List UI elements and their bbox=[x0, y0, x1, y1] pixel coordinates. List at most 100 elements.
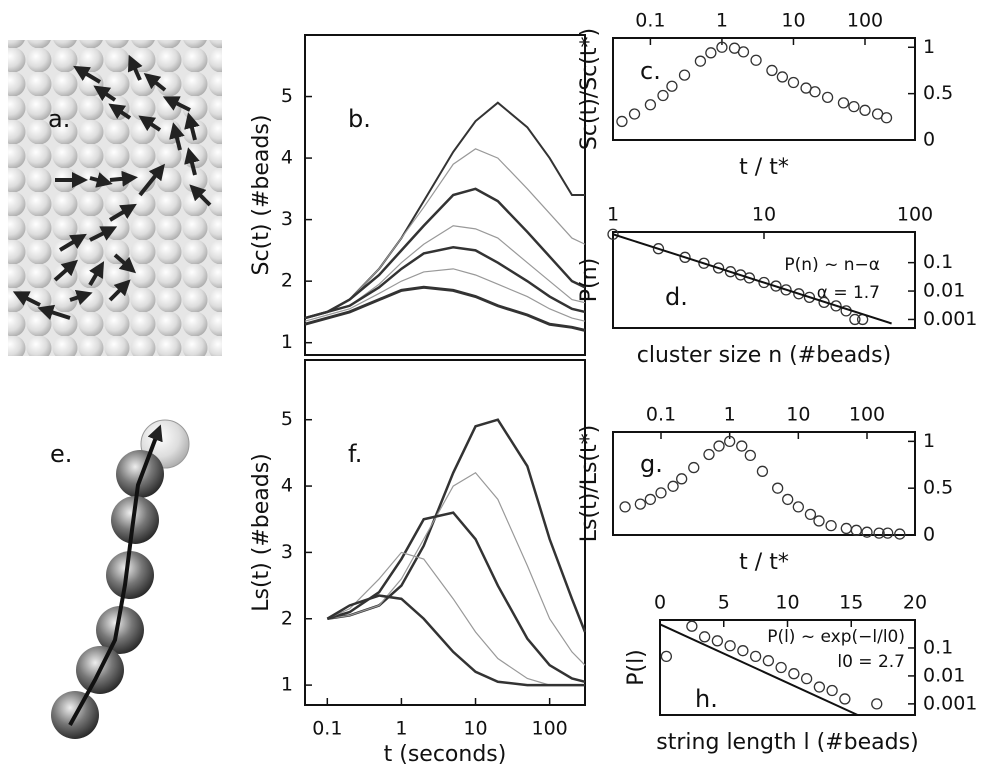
data-point bbox=[770, 280, 782, 292]
x-tick-label: 100 bbox=[849, 404, 885, 426]
data-point bbox=[782, 493, 794, 506]
y-tick-label: 3 bbox=[281, 208, 293, 230]
series-line bbox=[304, 268, 586, 322]
y-axis-label: P(l) bbox=[624, 649, 649, 686]
y-axis-label: Ls(t) (#beads) bbox=[249, 453, 274, 612]
data-point bbox=[793, 288, 805, 300]
data-point bbox=[698, 631, 711, 643]
data-point bbox=[679, 251, 691, 263]
series-line bbox=[304, 225, 586, 319]
x-tick-label: 0.1 bbox=[646, 404, 676, 426]
x-tick-label: 20 bbox=[903, 592, 927, 614]
annotation: α = 1.7 bbox=[817, 283, 880, 303]
y-tick-label: 3 bbox=[281, 541, 293, 563]
data-point bbox=[736, 440, 748, 452]
y-tick-label: 1 bbox=[281, 674, 293, 696]
annotation: l0 = 2.7 bbox=[837, 652, 905, 672]
x-tick-label: 0 bbox=[654, 592, 666, 614]
data-point bbox=[756, 465, 769, 477]
data-point bbox=[724, 266, 737, 278]
x-axis-label: t / t* bbox=[739, 155, 789, 180]
panel-label: g. bbox=[640, 450, 663, 478]
data-point bbox=[780, 284, 792, 296]
data-point bbox=[859, 104, 871, 116]
y-tick-label: 2 bbox=[281, 270, 293, 292]
data-point bbox=[750, 54, 762, 66]
data-point bbox=[688, 461, 700, 474]
y-axis-label: Ls(t)/Ls(t*) bbox=[577, 425, 602, 542]
y-tick-label: 1 bbox=[923, 430, 935, 452]
data-point bbox=[711, 635, 724, 647]
series-line bbox=[304, 285, 586, 332]
y-tick-label: 0.001 bbox=[923, 308, 977, 330]
data-point bbox=[809, 86, 821, 98]
x-tick-label: 10 bbox=[786, 404, 810, 426]
data-point bbox=[813, 681, 826, 693]
image-a bbox=[8, 40, 222, 356]
series-line bbox=[304, 187, 586, 320]
plot-frame bbox=[612, 37, 916, 141]
data-point bbox=[743, 272, 756, 284]
data-point bbox=[792, 501, 804, 513]
data-point bbox=[873, 527, 885, 539]
x-axis-label: t / t* bbox=[739, 550, 789, 575]
panel-label: a. bbox=[48, 105, 70, 133]
data-point bbox=[776, 71, 789, 83]
x-tick-label: 10 bbox=[752, 204, 776, 226]
x-tick-label: 10 bbox=[463, 718, 487, 740]
annotation: P(n) ~ n−α bbox=[784, 255, 880, 275]
panel-label: f. bbox=[348, 440, 362, 468]
data-point bbox=[657, 89, 669, 102]
data-point bbox=[724, 640, 736, 652]
data-point bbox=[744, 449, 756, 462]
x-axis-label: string length l (#beads) bbox=[656, 730, 918, 755]
x-tick-label: 15 bbox=[839, 592, 863, 614]
data-point bbox=[713, 440, 725, 452]
image-e bbox=[51, 419, 190, 739]
panel-label: d. bbox=[665, 283, 688, 311]
data-point bbox=[818, 296, 830, 309]
data-point bbox=[712, 262, 725, 274]
plot-frame bbox=[612, 431, 916, 536]
x-tick-label: 100 bbox=[897, 204, 933, 226]
data-point bbox=[871, 698, 883, 710]
panel-label: c. bbox=[640, 57, 661, 85]
x-tick-label: 100 bbox=[532, 718, 568, 740]
data-point bbox=[724, 435, 736, 448]
data-point bbox=[655, 487, 667, 499]
data-point bbox=[607, 228, 619, 240]
data-point bbox=[634, 498, 646, 510]
panel-label: b. bbox=[348, 105, 371, 133]
data-point bbox=[849, 313, 861, 326]
data-point bbox=[880, 112, 893, 124]
series-line bbox=[612, 233, 892, 325]
data-point bbox=[825, 519, 837, 532]
y-tick-label: 2 bbox=[281, 607, 293, 629]
data-point bbox=[678, 69, 691, 81]
series-line bbox=[326, 594, 585, 687]
data-point bbox=[762, 655, 775, 667]
series-line bbox=[327, 551, 585, 686]
data-point bbox=[616, 115, 628, 128]
series-line bbox=[327, 472, 586, 666]
data-point bbox=[787, 76, 800, 89]
data-point bbox=[703, 448, 715, 461]
x-tick-label: 0.1 bbox=[312, 718, 342, 740]
data-point bbox=[666, 80, 678, 92]
y-tick-label: 0.01 bbox=[923, 664, 965, 686]
x-tick-label: 1 bbox=[607, 204, 619, 226]
panel-label: h. bbox=[695, 685, 718, 713]
data-point bbox=[644, 99, 657, 111]
x-tick-label: 0.1 bbox=[635, 10, 665, 32]
series-line bbox=[304, 101, 585, 320]
x-tick-label: 5 bbox=[718, 592, 730, 614]
data-point bbox=[839, 693, 851, 705]
x-tick-label: 10 bbox=[781, 10, 805, 32]
y-axis-label: Sc(t)/Sc(t*) bbox=[577, 28, 602, 150]
y-axis-label: P(n) bbox=[577, 258, 602, 302]
data-point bbox=[749, 650, 762, 663]
y-tick-label: 0 bbox=[923, 129, 935, 151]
panel-label: e. bbox=[50, 440, 72, 468]
data-point bbox=[861, 526, 873, 538]
y-tick-label: 1 bbox=[923, 36, 935, 58]
